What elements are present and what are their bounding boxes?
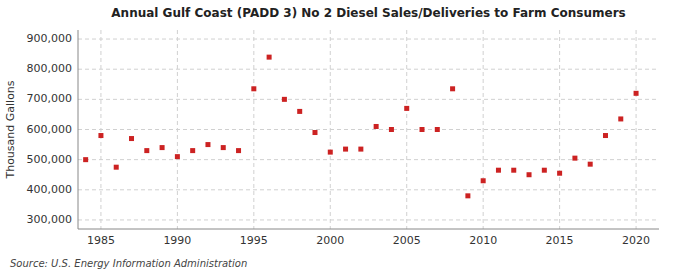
point [297,109,302,114]
point [496,168,501,173]
chart-container: 300,000 400,000 500,000 600,000 700,000 800,0… [0,0,675,275]
y-tick-label: 700,000 [27,92,73,105]
x-grid-line [100,30,101,229]
point [205,142,210,147]
x-tick-label: 2015 [546,234,574,247]
point [312,130,317,135]
point [404,106,409,111]
x-tick-label: 2010 [469,234,497,247]
y-grid-line [78,129,659,130]
point [465,193,470,198]
point [267,55,272,60]
point [389,127,394,132]
x-grid-line [559,30,560,229]
point [328,150,333,155]
point [282,97,287,102]
point [435,127,440,132]
x-grid-line [330,30,331,229]
y-tick-label: 400,000 [27,183,73,196]
point [343,147,348,152]
points [83,55,638,199]
y-grid-line [78,39,659,40]
y-tick-label: 600,000 [27,123,73,136]
x-axis-line [78,229,659,230]
x-grid-line [253,30,254,229]
x-grid-line [636,30,637,229]
point [588,162,593,167]
y-tick-label: 900,000 [27,32,73,45]
point [144,148,149,153]
y-grid-line [78,219,659,220]
y-tick-label: 300,000 [27,213,73,226]
x-tick-label: 1995 [240,234,268,247]
point [114,165,119,170]
point [358,147,363,152]
point [450,86,455,91]
point [83,157,88,162]
x-grid-line [177,30,178,229]
point [542,168,547,173]
x-tick-label: 1990 [163,234,191,247]
y-axis-line [78,30,79,229]
y-grid-line [78,189,659,190]
point [190,148,195,153]
point [374,124,379,129]
point [634,91,639,96]
point [129,136,134,141]
point [527,172,532,177]
point [98,133,103,138]
point [557,171,562,176]
x-tick-label: 2000 [316,234,344,247]
x-tick-label: 1985 [87,234,115,247]
x-grid-line [483,30,484,229]
y-grid-line [78,99,659,100]
title: Annual Gulf Coast (PADD 3) No 2 Diesel S… [111,6,625,20]
point [618,116,623,121]
y-axis-label: Thousand Gallons [4,80,17,179]
point [160,145,165,150]
y-grid-line [78,159,659,160]
point [572,156,577,161]
point [251,86,256,91]
x-tick-label: 2005 [393,234,421,247]
point [481,178,486,183]
point [511,168,516,173]
point [236,148,241,153]
x-grid-line [406,30,407,229]
chart-svg: 300,000 400,000 500,000 600,000 700,000 800,0… [0,0,675,275]
point [175,154,180,159]
y-grid-line [78,69,659,70]
y-tick-label: 500,000 [27,153,73,166]
annotation: Source: U.S. Energy Information Administ… [10,258,247,269]
point [603,133,608,138]
y-tick-label: 800,000 [27,62,73,75]
x-tick-label: 2020 [622,234,650,247]
point [420,127,425,132]
tick-labels: 300,000 400,000 500,000 600,000 700,000 800,0… [27,32,651,247]
point [221,145,226,150]
grid [78,30,659,229]
